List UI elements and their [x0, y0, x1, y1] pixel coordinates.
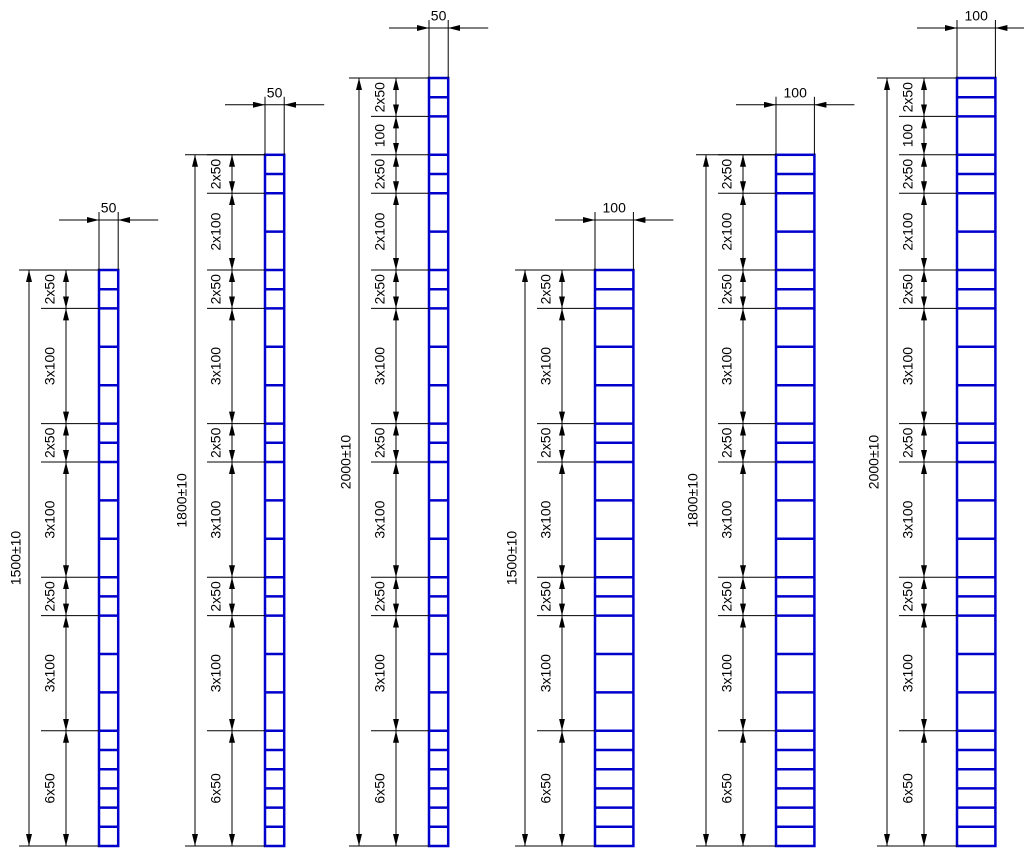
segment-label: 2x100 [719, 212, 735, 250]
part-outline [593, 268, 635, 848]
segment-label: 6x50 [900, 773, 916, 804]
segment-label: 6x50 [538, 773, 554, 804]
segment-label: 2x50 [719, 159, 735, 190]
segment-label: 2x100 [208, 212, 224, 250]
segment-label: 3x100 [372, 347, 388, 385]
segment-label: 3x100 [208, 654, 224, 692]
segment-label: 3x100 [42, 347, 58, 385]
segment-label: 3x100 [900, 500, 916, 538]
segment-label: 3x100 [208, 347, 224, 385]
segment-label: 2x50 [719, 427, 735, 458]
segment-label: 3x100 [900, 347, 916, 385]
segment-label: 3x100 [42, 500, 58, 538]
segment-label: 2x50 [208, 159, 224, 190]
segment-label: 2x50 [900, 427, 916, 458]
segment-label: 2x50 [372, 159, 388, 190]
total-label: 1500±10 [8, 531, 24, 586]
segment-label: 2x50 [42, 581, 58, 612]
segment-label: 3x100 [719, 347, 735, 385]
segment-label: 3x100 [538, 654, 554, 692]
segment-label: 2x50 [372, 82, 388, 113]
segment-label: 2x50 [208, 274, 224, 305]
width-label: 50 [101, 200, 117, 216]
segment-label: 3x100 [208, 500, 224, 538]
segment-label: 6x50 [42, 773, 58, 804]
segment-label: 3x100 [538, 500, 554, 538]
width-label: 50 [431, 8, 447, 24]
segment-label: 6x50 [372, 773, 388, 804]
segment-label: 3x100 [719, 500, 735, 538]
part-outline [97, 268, 120, 848]
segment-label: 6x50 [719, 773, 735, 804]
segment-label: 2x50 [208, 427, 224, 458]
segment-label: 100 [900, 124, 916, 148]
width-label: 100 [784, 85, 808, 101]
segment-label: 2x50 [719, 581, 735, 612]
segment-label: 2x50 [900, 82, 916, 113]
segment-label: 2x50 [900, 159, 916, 190]
segment-label: 2x50 [42, 427, 58, 458]
segment-label: 3x100 [372, 654, 388, 692]
segment-label: 2x50 [538, 581, 554, 612]
segment-label: 3x100 [42, 654, 58, 692]
segment-label: 2x50 [538, 274, 554, 305]
segment-label: 2x50 [719, 274, 735, 305]
total-label: 2000±10 [866, 435, 882, 490]
segment-label: 2x50 [208, 581, 224, 612]
segment-label: 6x50 [208, 773, 224, 804]
segment-label: 3x100 [900, 654, 916, 692]
segment-label: 2x50 [900, 274, 916, 305]
segment-label: 3x100 [372, 500, 388, 538]
segment-label: 2x50 [538, 427, 554, 458]
segment-label: 2x50 [42, 274, 58, 305]
width-label: 50 [267, 85, 283, 101]
total-label: 1800±10 [685, 473, 701, 528]
segment-label: 2x50 [372, 427, 388, 458]
width-label: 100 [603, 200, 627, 216]
segment-label: 2x100 [372, 212, 388, 250]
total-label: 1500±10 [504, 531, 520, 586]
total-label: 2000±10 [338, 435, 354, 490]
segment-label: 3x100 [538, 347, 554, 385]
width-label: 100 [965, 8, 989, 24]
segment-label: 2x100 [900, 212, 916, 250]
segment-label: 2x50 [900, 581, 916, 612]
segment-label: 2x50 [372, 274, 388, 305]
segment-label: 2x50 [372, 581, 388, 612]
segment-label: 100 [372, 124, 388, 148]
total-label: 1800±10 [174, 473, 190, 528]
segment-label: 3x100 [719, 654, 735, 692]
